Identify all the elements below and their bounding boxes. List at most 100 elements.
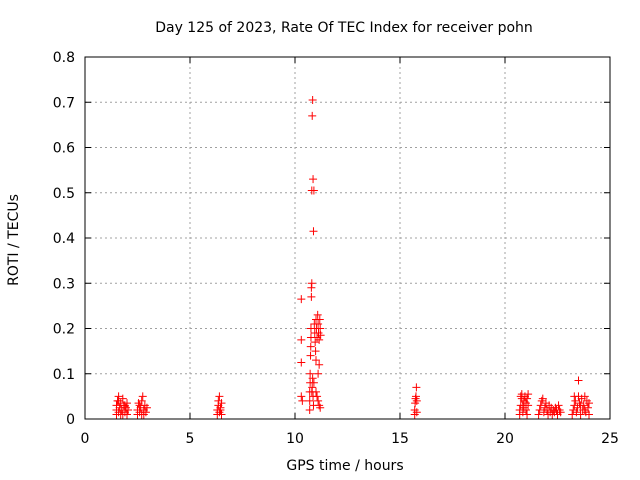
grid-lines [85, 57, 610, 419]
data-point [135, 401, 144, 410]
y-tick-label: 0 [66, 412, 75, 428]
x-tick-label: 0 [81, 431, 90, 447]
data-point [216, 405, 225, 414]
x-tick-label: 5 [186, 431, 195, 447]
data-point [580, 405, 589, 414]
data-point [311, 347, 320, 356]
data-point [307, 292, 316, 301]
data-point [524, 390, 533, 399]
y-tick-label: 0.2 [53, 322, 75, 338]
data-point [574, 376, 583, 385]
data-point [315, 360, 324, 369]
data-points [112, 95, 593, 419]
y-tick-label: 0.3 [53, 276, 75, 292]
data-point [314, 396, 323, 405]
data-point [137, 396, 146, 405]
data-point [214, 396, 223, 405]
data-point [516, 392, 525, 401]
data-point [556, 408, 565, 417]
data-point [313, 392, 322, 401]
data-point [568, 410, 577, 419]
data-point [306, 369, 315, 378]
data-point [141, 408, 150, 417]
data-point [314, 369, 323, 378]
data-point [124, 405, 133, 414]
data-point [535, 405, 544, 414]
data-point [305, 405, 314, 414]
data-point [580, 392, 589, 401]
data-point [308, 111, 317, 120]
data-point [523, 394, 532, 403]
data-point [298, 396, 307, 405]
data-point [307, 279, 316, 288]
data-point [297, 392, 306, 401]
y-tick-label: 0.5 [53, 186, 75, 202]
y-tick-label: 0.6 [53, 141, 75, 157]
data-point [138, 392, 147, 401]
data-point [534, 410, 543, 419]
data-point [120, 401, 129, 410]
data-point [297, 295, 306, 304]
data-point [313, 310, 322, 319]
x-tick-label: 25 [601, 431, 619, 447]
x-axis-label: GPS time / hours [286, 458, 403, 474]
y-axis-label: ROTI / TECUs [6, 194, 22, 286]
x-tick-label: 15 [391, 431, 409, 447]
data-point [316, 324, 325, 333]
data-point [297, 335, 306, 344]
data-point [309, 175, 318, 184]
data-point [118, 394, 127, 403]
data-point [314, 319, 323, 328]
data-point [570, 392, 579, 401]
data-point [118, 410, 127, 419]
y-tick-labels: 0 0.1 0.2 0.3 0.4 0.5 0.6 0.7 0.8 [53, 50, 75, 428]
data-point [297, 358, 306, 367]
data-point [585, 410, 593, 419]
data-point [137, 410, 146, 419]
x-tick-label: 20 [496, 431, 514, 447]
data-point [306, 342, 315, 351]
y-tick-label: 0.8 [53, 50, 75, 66]
data-point [523, 410, 532, 419]
data-point [114, 396, 123, 405]
data-point [316, 331, 325, 340]
data-point [312, 356, 320, 365]
data-point [585, 399, 593, 408]
data-point [312, 387, 320, 396]
data-point [309, 378, 318, 387]
data-point [309, 227, 318, 236]
data-point [308, 383, 317, 392]
data-point [412, 396, 421, 405]
x-tick-labels: 0 5 10 15 20 25 [81, 431, 619, 447]
data-point [308, 95, 317, 104]
data-point [308, 374, 317, 383]
chart-title: Day 125 of 2023, Rate Of TEC Index for r… [155, 20, 533, 36]
data-point [576, 410, 585, 419]
data-point [518, 401, 527, 410]
axis-ticks [84, 56, 611, 420]
y-tick-label: 0.4 [53, 231, 75, 247]
data-point [315, 335, 324, 344]
data-point [572, 408, 581, 417]
data-point [538, 394, 547, 403]
y-tick-label: 0.1 [53, 367, 75, 383]
data-point [309, 186, 318, 195]
data-point [412, 408, 421, 417]
data-point [315, 315, 324, 324]
data-point [576, 401, 585, 410]
data-point [142, 403, 151, 412]
data-point [316, 403, 325, 412]
data-point [522, 405, 530, 414]
data-point [306, 351, 315, 360]
x-tick-label: 10 [286, 431, 304, 447]
data-point [215, 392, 224, 401]
data-point [217, 410, 226, 419]
data-point [571, 396, 580, 405]
y-tick-label: 0.7 [53, 95, 75, 111]
data-point [536, 401, 545, 410]
data-point [554, 401, 563, 410]
data-point [412, 383, 421, 392]
data-point [411, 392, 420, 401]
